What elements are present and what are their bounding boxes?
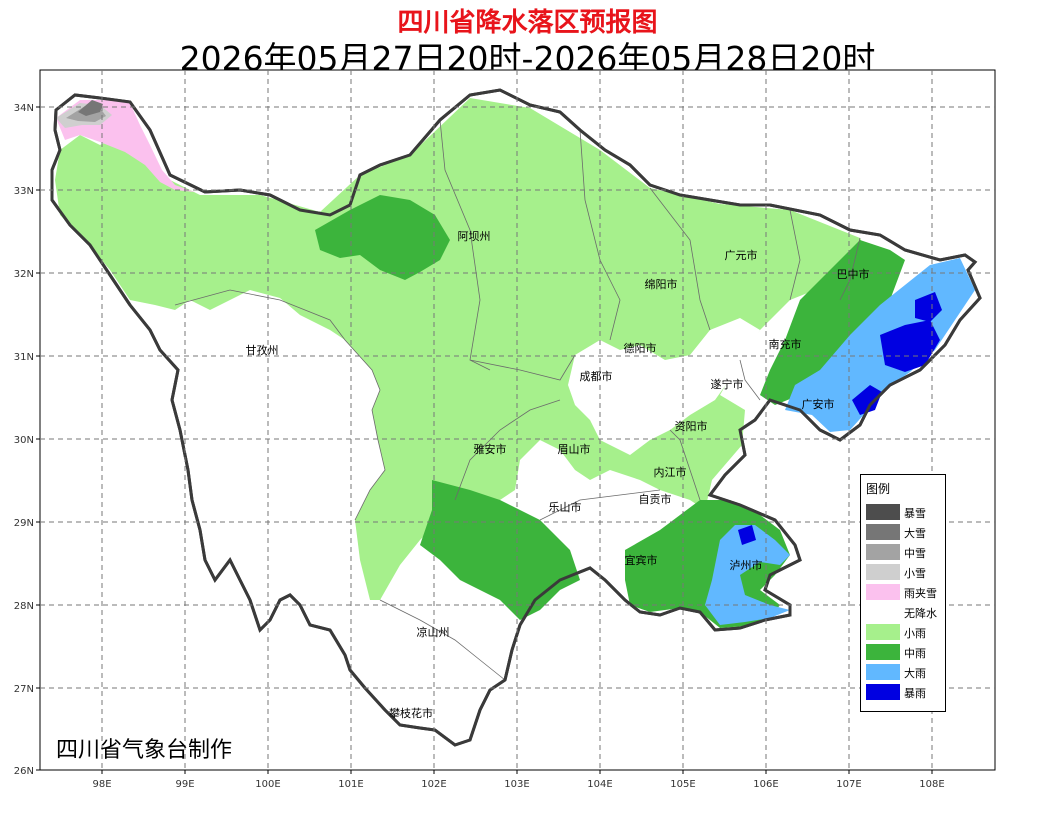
latitude-label: 28N [14,601,34,612]
axis-ticks [36,106,933,774]
legend-swatch [866,544,900,560]
torrential-rain-east-2 [915,292,942,322]
legend-swatch [866,624,900,640]
legend-item: 雨夹雪 [866,582,944,602]
city-label: 广安市 [802,397,835,411]
legend-swatch [866,564,900,580]
legend-swatch [866,644,900,660]
legend-label: 小雪 [904,567,926,580]
latitude-label: 27N [14,684,34,695]
longitude-label: 98E [92,779,111,790]
longitude-label: 99E [175,779,194,790]
light-rain-area [55,98,870,600]
latitude-label: 29N [14,518,34,529]
city-label: 南充市 [769,337,802,351]
legend-swatch [866,684,900,700]
city-label: 甘孜州 [246,343,279,357]
graticule [40,70,995,770]
map-title: 四川省降水落区预报图 [397,8,658,38]
latitude-label: 32N [14,269,34,280]
latitude-label: 26N [14,766,34,777]
legend-label: 无降水 [904,607,937,620]
moderate-rain-east [760,240,905,405]
city-label: 自贡市 [639,492,672,506]
legend-swatch [866,584,900,600]
longitude-labels: 98E 99E 100E 101E 102E 103E 104E 105E 106E 107E 10… [92,779,944,790]
longitude-label: 100E [255,779,280,790]
legend-swatch [866,664,900,680]
no-rain-basin [568,318,760,455]
longitude-label: 101E [338,779,363,790]
legend-item: 大雪 [866,522,944,542]
city-label: 阿坝州 [458,229,491,243]
legend-label: 暴雪 [904,507,926,520]
latitude-label: 34N [14,103,34,114]
legend-item: 无降水 [866,602,944,622]
longitude-label: 106E [753,779,778,790]
legend-title: 图例 [866,482,891,496]
city-label: 泸州市 [730,558,763,572]
city-label: 成都市 [580,369,613,383]
legend-item: 暴雨 [866,682,944,702]
longitude-label: 107E [836,779,861,790]
city-label: 宜宾市 [625,553,658,567]
legend-swatch [866,504,900,520]
province-outline [50,88,982,747]
torrential-rain-east [880,320,940,372]
city-label: 乐山市 [549,500,582,514]
longitude-label: 103E [504,779,529,790]
longitude-label: 108E [919,779,944,790]
legend-item: 大雨 [866,662,944,682]
legend-item: 中雨 [866,642,944,662]
legend-item: 小雨 [866,622,944,642]
legend-label: 暴雨 [904,687,926,700]
legend-label: 中雪 [904,547,926,560]
moderate-rain-south [420,480,580,620]
city-label: 攀枝花市 [389,706,433,720]
latitude-label: 33N [14,186,34,197]
legend-item: 小雪 [866,562,944,582]
city-label: 遂宁市 [711,377,744,391]
legend-label: 大雪 [904,527,926,540]
latitude-label: 31N [14,352,34,363]
legend: 图例 暴雪大雪中雪小雪雨夹雪无降水小雨中雨大雨暴雨 [860,474,946,712]
torrential-rain-southeast [738,525,756,545]
longitude-label: 105E [670,779,695,790]
legend-swatch [866,524,900,540]
moderate-rain-north [315,195,450,280]
city-label: 雅安市 [474,442,507,456]
longitude-label: 104E [587,779,612,790]
latitude-label: 30N [14,435,34,446]
city-label: 德阳市 [624,341,657,355]
city-label: 资阳市 [675,419,708,433]
torrential-rain-east-3 [852,385,882,415]
legend-swatch [866,604,900,620]
heavy-snow-area [78,100,103,116]
city-label: 凉山州 [417,625,450,639]
legend-label: 中雨 [904,647,926,660]
city-label: 广元市 [725,248,758,262]
heavy-rain-southeast [705,525,790,625]
credit-text: 四川省气象台制作 [56,738,233,763]
city-label: 绵阳市 [645,277,678,291]
prefecture-boundaries [174,119,861,681]
legend-label: 大雨 [904,667,926,680]
city-label: 眉山市 [558,442,591,456]
legend-label: 雨夹雪 [904,587,937,600]
city-label: 内江市 [654,465,687,479]
longitude-label: 102E [421,779,446,790]
legend-label: 小雨 [904,627,926,640]
latitude-labels: 34N 33N 32N 31N 30N 29N 28N 27N 26N [14,103,34,777]
city-label: 巴中市 [837,267,870,281]
legend-item: 暴雪 [866,502,944,522]
legend-item: 中雪 [866,542,944,562]
